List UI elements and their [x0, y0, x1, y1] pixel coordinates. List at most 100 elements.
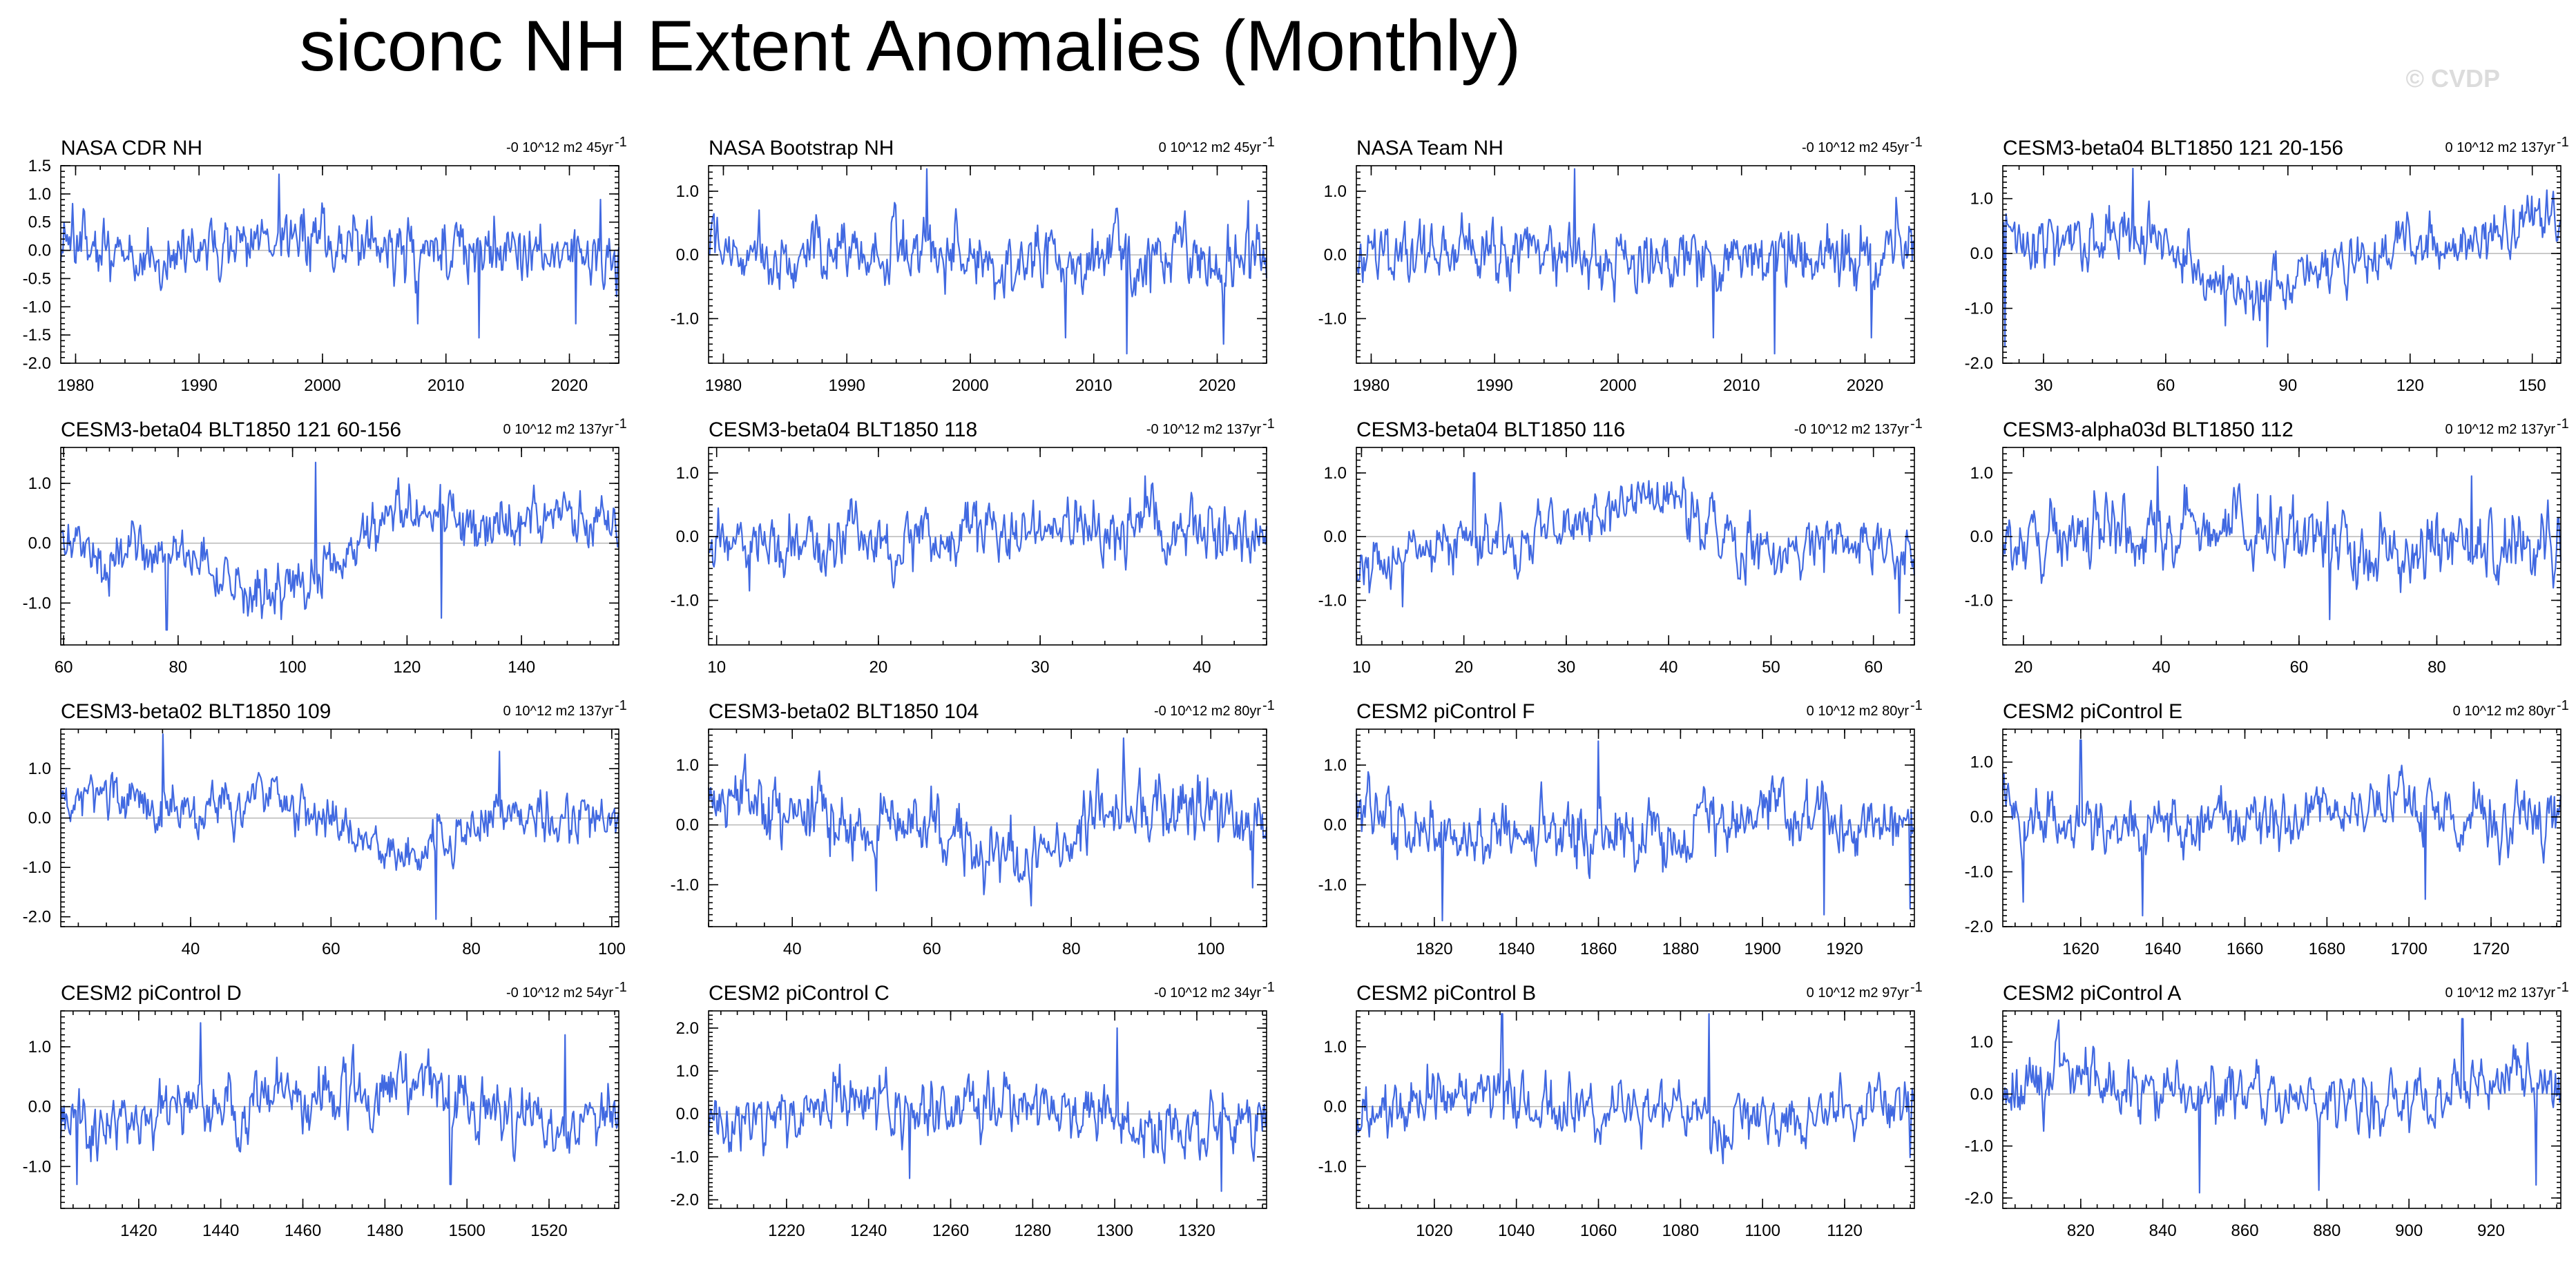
anomaly-series-line	[59, 1022, 620, 1186]
y-tick-label: 1.0	[1324, 182, 1347, 201]
plot-frame	[60, 1010, 619, 1209]
trend-superscript: -1	[1910, 135, 1923, 150]
x-tick-label: 80	[169, 658, 188, 677]
y-tick-label: 0.0	[676, 816, 699, 835]
y-tick-label: 1.0	[1970, 753, 1993, 772]
x-tick-label: 2020	[551, 376, 588, 395]
panel-title: CESM3-beta04 BLT1850 121 20-156	[2003, 137, 2343, 160]
x-tick-label: 1060	[1580, 1221, 1617, 1240]
x-tick-label: 2010	[1723, 376, 1760, 395]
anomaly-series-line	[60, 461, 620, 631]
y-tick-label: -2.0	[23, 908, 51, 927]
trend-label: -0 10^12 m2 54yr	[506, 985, 613, 1001]
y-tick-label: -1.0	[23, 594, 51, 612]
anomaly-series-line	[1355, 740, 1915, 922]
y-tick-label: -1.0	[671, 309, 699, 328]
x-tick-label: 60	[2157, 376, 2175, 395]
y-tick-label: 1.0	[1324, 1038, 1347, 1056]
x-tick-label: 10	[1352, 658, 1371, 677]
x-tick-label: 1980	[705, 376, 742, 395]
anomaly-series-line	[1356, 168, 1915, 355]
x-tick-label: 80	[2428, 658, 2446, 677]
panel: CESM3-beta04 BLT1850 116 -0 10^12 m2 137y…	[1318, 416, 1923, 677]
plot-frame	[1356, 447, 1915, 646]
trend-superscript: -1	[1262, 416, 1275, 432]
y-tick-label: 1.0	[676, 464, 699, 483]
y-tick-label: -1.0	[23, 298, 51, 316]
x-tick-label: 100	[598, 940, 626, 958]
x-tick-label: 100	[1197, 940, 1224, 958]
x-tick-label: 2020	[1199, 376, 1236, 395]
y-tick-label: 0.0	[28, 534, 51, 553]
y-tick-label: 0.0	[28, 1098, 51, 1117]
trend-label: 0 10^12 m2 137yr	[2445, 985, 2556, 1001]
y-tick-label: 0.0	[676, 528, 699, 546]
trend-label: 0 10^12 m2 137yr	[503, 422, 614, 437]
y-tick-label: -1.0	[671, 876, 699, 894]
y-tick-label: -1.0	[1318, 876, 1347, 894]
x-tick-label: 1980	[1353, 376, 1390, 395]
x-tick-label: 1300	[1096, 1221, 1133, 1240]
y-tick-label: -1.0	[1318, 591, 1347, 610]
x-tick-label: 40	[2152, 658, 2171, 677]
x-tick-label: 900	[2395, 1221, 2423, 1240]
y-tick-label: 0.0	[1324, 1098, 1347, 1117]
y-tick-label: -1.0	[23, 1157, 51, 1176]
plot-frame	[60, 447, 619, 646]
trend-superscript: -1	[615, 698, 627, 713]
y-tick-label: -1.0	[671, 591, 699, 610]
y-tick-label: -2.0	[23, 354, 51, 373]
trend-label: 0 10^12 m2 137yr	[503, 704, 614, 719]
anomaly-series-line	[59, 173, 620, 339]
trend-label: 0 10^12 m2 80yr	[2453, 704, 2556, 719]
y-tick-label: -1.5	[23, 326, 51, 345]
y-tick-label: 1.0	[1324, 756, 1347, 775]
trend-label: 0 10^12 m2 45yr	[1159, 140, 1262, 155]
trend-label: 0 10^12 m2 80yr	[1807, 704, 1910, 719]
trend-superscript: -1	[615, 416, 627, 432]
y-tick-label: -2.0	[1965, 354, 1993, 373]
y-tick-label: 1.0	[28, 185, 51, 204]
x-tick-label: 1700	[2390, 940, 2427, 958]
y-tick-label: 1.0	[28, 1038, 51, 1056]
trend-label: 0 10^12 m2 137yr	[2445, 422, 2556, 437]
x-tick-label: 20	[869, 658, 888, 677]
trend-label: -0 10^12 m2 45yr	[506, 140, 613, 155]
panel-title: NASA Bootstrap NH	[709, 137, 894, 160]
x-tick-label: 1990	[181, 376, 218, 395]
panel-title: CESM2 piControl D	[61, 982, 242, 1005]
x-tick-label: 2000	[304, 376, 340, 395]
y-tick-label: -1.0	[1318, 1157, 1347, 1176]
panel-title: NASA Team NH	[1356, 137, 1503, 160]
x-tick-label: 1680	[2309, 940, 2345, 958]
y-tick-label: 1.0	[676, 182, 699, 201]
x-tick-label: 1240	[850, 1221, 887, 1240]
y-tick-label: 0.0	[1970, 1085, 1993, 1103]
trend-superscript: -1	[1262, 135, 1275, 150]
y-tick-label: -1.0	[1318, 309, 1347, 328]
y-tick-label: 1.0	[1970, 464, 1993, 483]
trend-superscript: -1	[2557, 416, 2569, 432]
trend-superscript: -1	[2557, 980, 2569, 995]
trend-label: -0 10^12 m2 80yr	[1154, 704, 1261, 719]
panel-title: CESM3-beta02 BLT1850 104	[709, 700, 979, 723]
panel: NASA Team NH -0 10^12 m2 45yr -1 -1.0 0.0 1.0…	[1318, 135, 1923, 395]
x-tick-label: 20	[2015, 658, 2033, 677]
trend-superscript: -1	[2557, 135, 2569, 150]
y-tick-label: 0.0	[676, 246, 699, 264]
panel-title: CESM2 piControl F	[1356, 700, 1535, 723]
y-tick-label: 1.0	[28, 760, 51, 778]
y-tick-label: 0.0	[1970, 528, 1993, 546]
x-tick-label: 1100	[1744, 1221, 1780, 1240]
x-tick-label: 1990	[1477, 376, 1513, 395]
y-tick-label: 0.0	[1970, 244, 1993, 263]
x-tick-label: 1900	[1744, 940, 1780, 958]
y-tick-label: 0.0	[1324, 246, 1347, 264]
panel: CESM2 piControl D -0 10^12 m2 54yr -1 -1.0 0…	[23, 980, 627, 1240]
panel: CESM2 piControl C -0 10^12 m2 34yr -1 -2.0 -…	[671, 980, 1275, 1240]
panel: CESM2 piControl B 0 10^12 m2 97yr -1 -1.0 0.…	[1318, 980, 1923, 1240]
y-tick-label: 0.0	[676, 1105, 699, 1123]
x-tick-label: 60	[2290, 658, 2309, 677]
x-tick-label: 40	[783, 940, 802, 958]
x-tick-label: 1620	[2062, 940, 2099, 958]
